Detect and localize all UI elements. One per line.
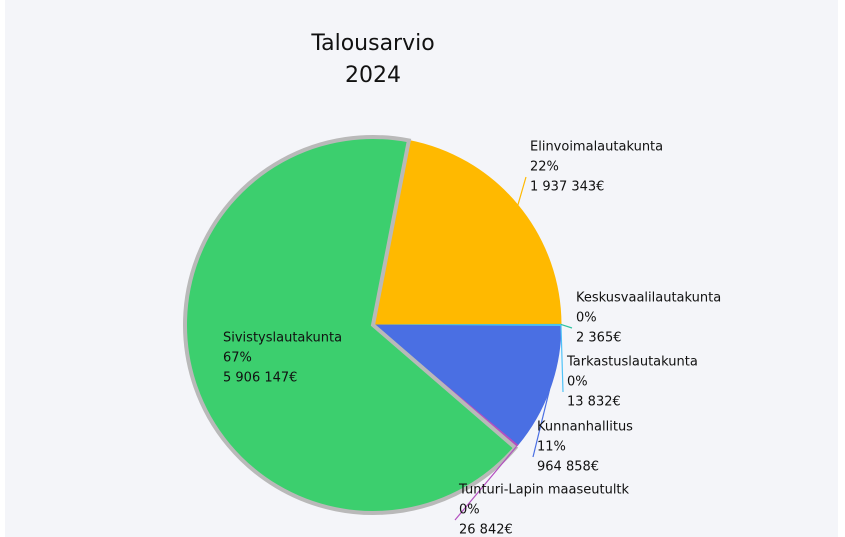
slice-value: 13 832€ <box>567 395 621 410</box>
slice-percent: 0% <box>567 375 588 390</box>
slice-label: Elinvoimalautakunta <box>530 140 663 155</box>
slice-value: 5 906 147€ <box>223 371 297 386</box>
slice-value: 2 365€ <box>576 331 622 346</box>
pie-slice <box>183 135 519 515</box>
leader-line <box>560 323 573 329</box>
slice-percent: 11% <box>537 440 566 455</box>
slice-value: 964 858€ <box>537 460 599 475</box>
leader-line <box>454 446 517 521</box>
slice-percent: 67% <box>223 351 252 366</box>
slice-label: Kunnanhallitus <box>537 420 633 435</box>
leader-line <box>560 325 564 393</box>
slice-label: Tarkastuslautakunta <box>566 355 698 370</box>
slice-label: Sivistyslautakunta <box>223 331 342 346</box>
slice-label: Keskusvaalilautakunta <box>576 291 721 306</box>
slice-percent: 22% <box>530 160 559 175</box>
slice-percent: 0% <box>576 311 597 326</box>
slice-value: 26 842€ <box>459 523 513 537</box>
slice-label: Tunturi-Lapin maaseutultk <box>458 483 630 498</box>
chart-title: 2024 <box>345 63 401 88</box>
slice-value: 1 937 343€ <box>530 180 604 195</box>
leader-line <box>532 389 551 458</box>
chart-title: Talousarvio <box>310 31 434 56</box>
leader-line <box>517 176 527 206</box>
slice-percent: 0% <box>459 503 480 518</box>
pie-slice <box>372 139 562 326</box>
